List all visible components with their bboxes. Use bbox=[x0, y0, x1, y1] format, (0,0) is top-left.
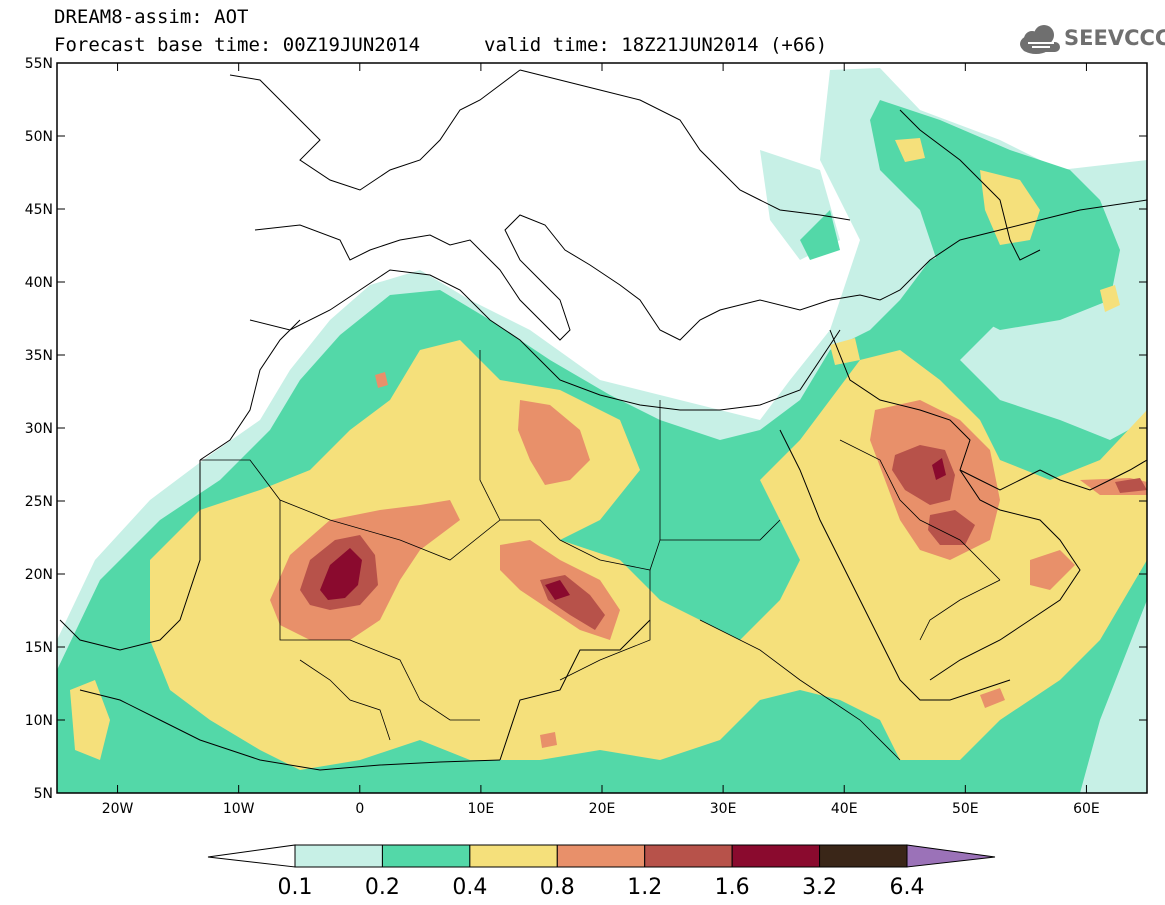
longitude-axis: 20W 10W 0 10E 20E 30E 40E 50E 60E bbox=[102, 63, 1100, 817]
colorbar: 0.1 0.2 0.4 0.8 1.2 1.6 3.2 6.4 bbox=[207, 844, 996, 900]
colorbar-swatch bbox=[819, 844, 908, 868]
colorbar-swatch bbox=[381, 844, 471, 868]
lon-label: 60E bbox=[1073, 801, 1100, 817]
lat-label: 50N bbox=[25, 129, 53, 145]
lat-label: 10N bbox=[25, 713, 53, 729]
map-title: DREAM8-assim: AOT bbox=[54, 6, 249, 28]
colorbar-label: 0.2 bbox=[365, 875, 400, 900]
latitude-axis: 55N 50N 45N 40N 35N 30N 25N 20N 15N 10N 5N bbox=[25, 56, 1147, 802]
lat-label: 25N bbox=[25, 494, 53, 510]
colorbar-swatch bbox=[294, 844, 383, 868]
lon-label: 50E bbox=[952, 801, 979, 817]
lat-label: 5N bbox=[34, 786, 53, 802]
lon-label: 30E bbox=[710, 801, 737, 817]
colorbar-over-arrow bbox=[906, 844, 996, 868]
colorbar-label: 1.6 bbox=[715, 875, 750, 900]
valid-time: valid time: 18Z21JUN2014 (+66) bbox=[484, 34, 828, 56]
colorbar-label: 6.4 bbox=[890, 875, 925, 900]
aot-field bbox=[57, 63, 1147, 793]
lat-label: 40N bbox=[25, 275, 53, 291]
lat-label: 35N bbox=[25, 348, 53, 364]
cloud-icon bbox=[1020, 25, 1060, 54]
coastlines bbox=[59, 69, 1147, 771]
colorbar-under-arrow bbox=[207, 844, 296, 868]
colorbar-swatch bbox=[644, 844, 733, 868]
lon-label: 20W bbox=[102, 801, 134, 817]
lat-label: 45N bbox=[25, 202, 53, 218]
lon-label: 10E bbox=[468, 801, 495, 817]
colorbar-swatch bbox=[731, 844, 821, 868]
lat-label: 30N bbox=[25, 421, 53, 437]
lon-label: 0 bbox=[355, 801, 364, 817]
colorbar-label: 3.2 bbox=[802, 875, 837, 900]
lat-label: 55N bbox=[25, 56, 53, 72]
forecast-base-time: Forecast base time: 00Z19JUN2014 bbox=[54, 34, 421, 56]
borders bbox=[200, 350, 1001, 761]
colorbar-swatch bbox=[556, 844, 646, 868]
aot-band-1.6 bbox=[320, 458, 946, 600]
lon-label: 10W bbox=[223, 801, 255, 817]
colorbar-swatch bbox=[469, 844, 558, 868]
lon-label: 20E bbox=[589, 801, 616, 817]
logo-text: SEEVCCC bbox=[1064, 26, 1165, 50]
colorbar-label: 1.2 bbox=[627, 875, 662, 900]
lon-label: 40E bbox=[831, 801, 858, 817]
lat-label: 15N bbox=[25, 640, 53, 656]
colorbar-label: 0.8 bbox=[540, 875, 575, 900]
lat-label: 20N bbox=[25, 567, 53, 583]
colorbar-label: 0.4 bbox=[452, 875, 487, 900]
colorbar-label: 0.1 bbox=[278, 875, 313, 900]
